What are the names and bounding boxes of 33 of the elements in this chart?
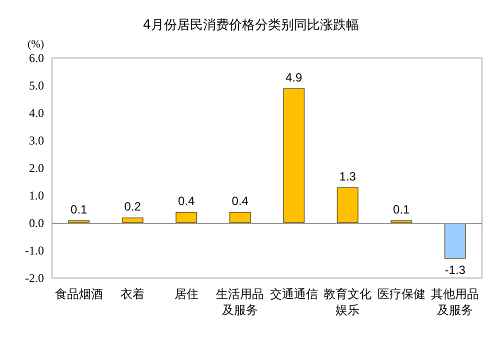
chart-title: 4月份居民消费价格分类别同比涨跌幅: [142, 18, 360, 33]
y-tick-label: 3.0: [29, 134, 44, 148]
data-label: 4.9: [286, 70, 303, 84]
y-tick-label: 0.0: [29, 216, 44, 230]
y-tick-label: 4.0: [29, 106, 44, 120]
x-tick-label: 医疗保健: [377, 287, 426, 301]
bar: [336, 187, 358, 223]
data-label: 1.3: [339, 169, 356, 184]
data-label: 0.1: [70, 202, 88, 216]
bar: [229, 212, 251, 223]
data-label: 0.1: [393, 202, 410, 216]
x-tick-label: 教育文化娱乐: [324, 287, 372, 317]
y-tick-label: -1.0: [25, 244, 44, 258]
y-tick-label: 5.0: [29, 78, 44, 92]
x-tick-label: 生活用品及服务: [216, 287, 264, 317]
y-axis-title: (%): [28, 38, 44, 50]
bar: [283, 88, 305, 223]
data-label: -1.3: [444, 262, 466, 277]
data-label: 0.4: [178, 194, 196, 208]
data-label: 0.4: [232, 194, 249, 208]
x-tick-label: 交通通信: [270, 287, 318, 301]
bar: [176, 212, 198, 223]
x-tick-label: 其他用品及服务: [431, 287, 480, 317]
y-tick-label: 6.0: [29, 51, 44, 65]
y-tick-label: -2.0: [25, 271, 44, 285]
x-tick-label: 居住: [174, 287, 198, 301]
bar: [444, 223, 466, 259]
data-label: 0.2: [124, 200, 142, 214]
y-tick-label: 2.0: [29, 161, 44, 175]
x-tick-label: 衣着: [120, 287, 145, 301]
x-tick-label: 食品烟酒: [54, 287, 103, 301]
bar: [122, 218, 144, 223]
y-tick-label: 1.0: [29, 188, 44, 202]
